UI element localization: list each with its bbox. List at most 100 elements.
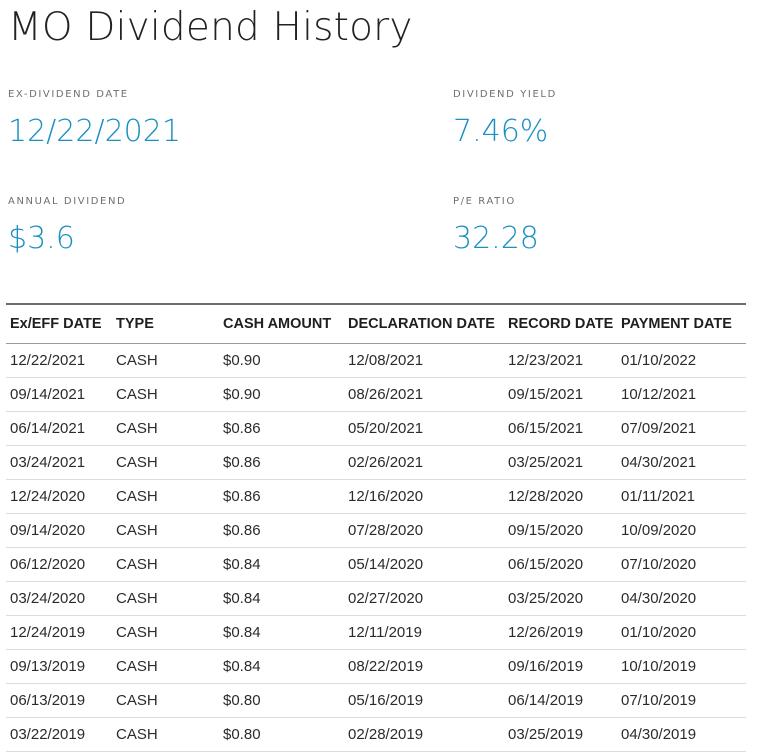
ex-eff-date-cell: 06/13/2019 xyxy=(6,683,112,718)
payment-date-cell: 10/10/2019 xyxy=(617,649,746,684)
ex-eff-date-cell: 12/22/2021 xyxy=(6,343,112,378)
table-top-rule xyxy=(6,303,746,305)
dividend-history-table-container: Ex/EFF DATE TYPE CASH AMOUNT DECLARATION… xyxy=(6,303,746,752)
cash-amount-cell: $0.80 xyxy=(219,717,344,752)
table-row: 06/12/2020 CASH $0.84 05/14/2020 06/15/2020 0… xyxy=(6,547,746,582)
declaration-date-cell: 12/08/2021 xyxy=(344,343,504,378)
cash-amount-cell: $0.84 xyxy=(219,581,344,616)
payment-date-cell: 10/12/2021 xyxy=(617,377,746,412)
type-cell: CASH xyxy=(112,479,219,514)
record-date-cell: 06/15/2021 xyxy=(504,411,617,446)
payment-date-cell: 10/09/2020 xyxy=(617,513,746,548)
ex-eff-date-cell: 03/24/2021 xyxy=(6,445,112,480)
column-header-type: TYPE xyxy=(112,305,219,344)
cash-amount-cell: $0.86 xyxy=(219,411,344,446)
cash-amount-cell: $0.84 xyxy=(219,649,344,684)
payment-date-cell: 07/10/2019 xyxy=(617,683,746,718)
pe-ratio-label: P/E RATIO xyxy=(453,196,516,207)
ex-dividend-date-value: 12/22/2021 xyxy=(8,114,181,149)
table-row: 03/24/2020 CASH $0.84 02/27/2020 03/25/2020 0… xyxy=(6,581,746,616)
cash-amount-cell: $0.86 xyxy=(219,513,344,548)
dividend-yield-stat: DIVIDEND YIELD 7.46% xyxy=(453,88,773,150)
type-cell: CASH xyxy=(112,445,219,480)
column-header-payment-date: PAYMENT DATE xyxy=(617,305,746,344)
page-title: MO Dividend History xyxy=(8,5,413,50)
record-date-cell: 12/28/2020 xyxy=(504,479,617,514)
type-cell: CASH xyxy=(112,649,219,684)
declaration-date-cell: 12/11/2019 xyxy=(344,615,504,650)
ex-eff-date-cell: 12/24/2020 xyxy=(6,479,112,514)
ex-dividend-date-label: EX-DIVIDEND DATE xyxy=(8,89,129,100)
record-date-cell: 03/25/2021 xyxy=(504,445,617,480)
type-cell: CASH xyxy=(112,717,219,752)
type-cell: CASH xyxy=(112,411,219,446)
ex-eff-date-cell: 09/14/2020 xyxy=(6,513,112,548)
pe-ratio-value: 32.28 xyxy=(453,221,539,256)
payment-date-cell: 07/10/2020 xyxy=(617,547,746,582)
declaration-date-cell: 02/28/2019 xyxy=(344,717,504,752)
annual-dividend-value: $3.6 xyxy=(8,221,75,256)
ex-eff-date-cell: 09/13/2019 xyxy=(6,649,112,684)
payment-date-cell: 04/30/2020 xyxy=(617,581,746,616)
column-header-cash-amount: CASH AMOUNT xyxy=(219,305,344,344)
cash-amount-cell: $0.80 xyxy=(219,683,344,718)
record-date-cell: 12/26/2019 xyxy=(504,615,617,650)
table-row: 03/22/2019 CASH $0.80 02/28/2019 03/25/2019 0… xyxy=(6,717,746,752)
table-row: 12/22/2021 CASH $0.90 12/08/2021 12/23/2021 0… xyxy=(6,343,746,378)
table-row: 12/24/2020 CASH $0.86 12/16/2020 12/28/2020 0… xyxy=(6,479,746,514)
table-row: 03/24/2021 CASH $0.86 02/26/2021 03/25/2021 0… xyxy=(6,445,746,480)
ex-dividend-date-stat: EX-DIVIDEND DATE 12/22/2021 xyxy=(8,88,338,150)
declaration-date-cell: 08/26/2021 xyxy=(344,377,504,412)
cash-amount-cell: $0.86 xyxy=(219,479,344,514)
table-row: 09/14/2021 CASH $0.90 08/26/2021 09/15/2021 1… xyxy=(6,377,746,412)
declaration-date-cell: 02/26/2021 xyxy=(344,445,504,480)
type-cell: CASH xyxy=(112,615,219,650)
record-date-cell: 06/15/2020 xyxy=(504,547,617,582)
type-cell: CASH xyxy=(112,683,219,718)
cash-amount-cell: $0.90 xyxy=(219,377,344,412)
record-date-cell: 03/25/2020 xyxy=(504,581,617,616)
type-cell: CASH xyxy=(112,343,219,378)
annual-dividend-stat: ANNUAL DIVIDEND $3.6 xyxy=(8,195,338,257)
table-row: 09/13/2019 CASH $0.84 08/22/2019 09/16/2019 1… xyxy=(6,649,746,684)
record-date-cell: 09/16/2019 xyxy=(504,649,617,684)
type-cell: CASH xyxy=(112,513,219,548)
record-date-cell: 09/15/2020 xyxy=(504,513,617,548)
pe-ratio-stat: P/E RATIO 32.28 xyxy=(453,195,773,257)
record-date-cell: 09/15/2021 xyxy=(504,377,617,412)
type-cell: CASH xyxy=(112,547,219,582)
cash-amount-cell: $0.90 xyxy=(219,343,344,378)
column-header-record-date: RECORD DATE xyxy=(504,305,617,344)
ex-eff-date-cell: 03/22/2019 xyxy=(6,717,112,752)
table-header-row: Ex/EFF DATE TYPE CASH AMOUNT DECLARATION… xyxy=(6,305,746,344)
payment-date-cell: 04/30/2019 xyxy=(617,717,746,752)
dividend-history-table: Ex/EFF DATE TYPE CASH AMOUNT DECLARATION… xyxy=(6,305,746,752)
declaration-date-cell: 05/14/2020 xyxy=(344,547,504,582)
type-cell: CASH xyxy=(112,377,219,412)
table-row: 06/13/2019 CASH $0.80 05/16/2019 06/14/2019 0… xyxy=(6,683,746,718)
ex-eff-date-cell: 06/14/2021 xyxy=(6,411,112,446)
payment-date-cell: 01/10/2020 xyxy=(617,615,746,650)
ex-eff-date-cell: 06/12/2020 xyxy=(6,547,112,582)
column-header-ex-eff-date: Ex/EFF DATE xyxy=(6,305,112,344)
payment-date-cell: 01/10/2022 xyxy=(617,343,746,378)
payment-date-cell: 07/09/2021 xyxy=(617,411,746,446)
payment-date-cell: 04/30/2021 xyxy=(617,445,746,480)
declaration-date-cell: 02/27/2020 xyxy=(344,581,504,616)
ex-eff-date-cell: 12/24/2019 xyxy=(6,615,112,650)
record-date-cell: 03/25/2019 xyxy=(504,717,617,752)
declaration-date-cell: 07/28/2020 xyxy=(344,513,504,548)
ex-eff-date-cell: 03/24/2020 xyxy=(6,581,112,616)
cash-amount-cell: $0.84 xyxy=(219,547,344,582)
table-row: 09/14/2020 CASH $0.86 07/28/2020 09/15/2020 1… xyxy=(6,513,746,548)
payment-date-cell: 01/11/2021 xyxy=(617,479,746,514)
annual-dividend-label: ANNUAL DIVIDEND xyxy=(8,196,127,207)
table-row: 12/24/2019 CASH $0.84 12/11/2019 12/26/2019 0… xyxy=(6,615,746,650)
cash-amount-cell: $0.86 xyxy=(219,445,344,480)
declaration-date-cell: 05/20/2021 xyxy=(344,411,504,446)
ex-eff-date-cell: 09/14/2021 xyxy=(6,377,112,412)
dividend-yield-value: 7.46% xyxy=(453,114,549,149)
table-row: 06/14/2021 CASH $0.86 05/20/2021 06/15/2021 0… xyxy=(6,411,746,446)
declaration-date-cell: 08/22/2019 xyxy=(344,649,504,684)
column-header-declaration-date: DECLARATION DATE xyxy=(344,305,504,344)
